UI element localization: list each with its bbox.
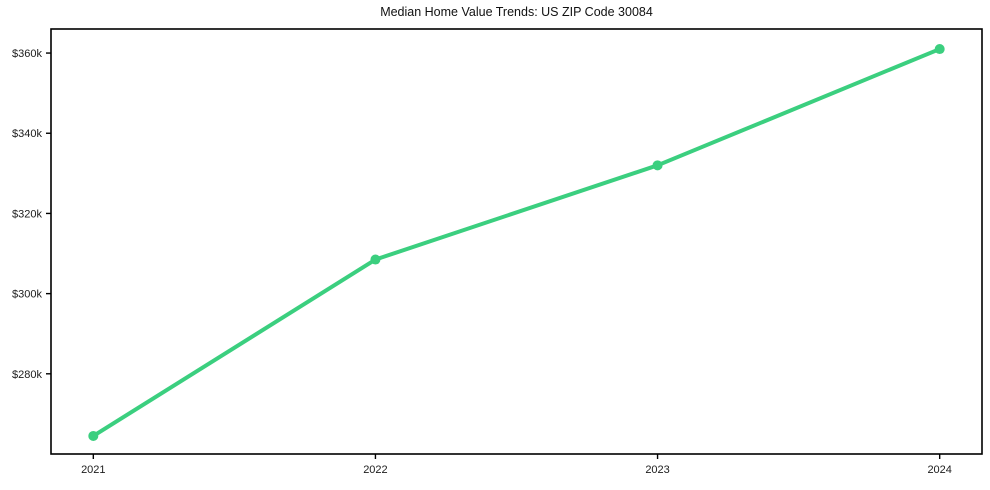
x-axis-tick-label: 2024	[927, 464, 951, 476]
y-axis-tick-label: $280k	[12, 369, 42, 381]
plot-frame	[50, 28, 983, 455]
y-axis-tick-label: $300k	[12, 289, 42, 301]
trend-line	[91, 47, 942, 438]
x-axis-tick-label: 2021	[81, 464, 105, 476]
data-point	[370, 254, 381, 265]
x-axis-tick-label: 2022	[363, 464, 387, 476]
data-point	[652, 160, 663, 171]
y-axis-tick-label: $320k	[12, 208, 42, 220]
chart-title: Median Home Value Trends: US ZIP Code 30…	[380, 5, 653, 19]
x-axis-tick-label: 2023	[645, 464, 669, 476]
data-point	[88, 430, 99, 441]
y-axis-tick-label: $340k	[12, 128, 42, 140]
data-point	[934, 44, 945, 55]
y-axis-tick-label: $360k	[12, 48, 42, 60]
